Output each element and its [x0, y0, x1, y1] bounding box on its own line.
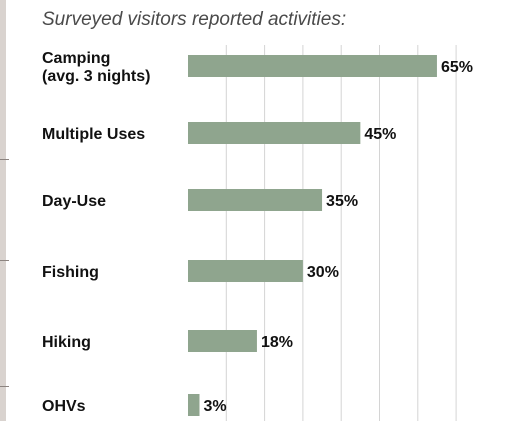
- strip-tick: [0, 159, 9, 160]
- bar: [188, 330, 257, 352]
- data-label: 18%: [261, 334, 293, 351]
- data-label: 30%: [307, 264, 339, 281]
- data-label: 35%: [326, 193, 358, 210]
- strip-tick: [0, 260, 9, 261]
- category-label: Fishing: [42, 264, 99, 281]
- category-label: (avg. 3 nights): [42, 68, 150, 85]
- data-label: 3%: [203, 398, 226, 415]
- category-label: Hiking: [42, 334, 91, 351]
- category-label: Camping: [42, 50, 110, 67]
- data-label: 65%: [441, 59, 473, 76]
- chart-title: Surveyed visitors reported activities:: [42, 9, 347, 30]
- category-label: Multiple Uses: [42, 126, 145, 143]
- bar: [188, 189, 323, 211]
- data-label: 45%: [364, 126, 396, 143]
- strip-tick: [0, 386, 9, 387]
- category-label: Day-Use: [42, 193, 106, 210]
- bar: [188, 55, 437, 77]
- left-decorative-strip: [0, 0, 6, 421]
- bar: [188, 394, 200, 416]
- category-label: OHVs: [42, 398, 86, 415]
- bar: [188, 260, 303, 282]
- bar: [188, 122, 361, 144]
